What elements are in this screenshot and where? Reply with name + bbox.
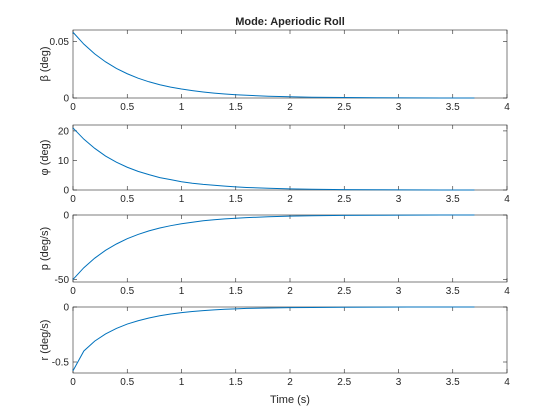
y-tick-label-r: -0.5 — [52, 358, 70, 369]
y-axis-label-r: r (deg/s) — [39, 320, 51, 361]
x-tick-label-p: 0 — [70, 286, 76, 297]
x-tick-label-p: 2.5 — [337, 286, 351, 297]
y-tick-label-phi: 0 — [63, 186, 69, 197]
series-line-p — [72, 214, 475, 280]
y-tick-label-beta: 0.05 — [50, 37, 70, 48]
x-tick-label-p: 3 — [396, 286, 402, 297]
x-tick-label-p: 4 — [504, 286, 510, 297]
y-tick-label-phi: 20 — [58, 126, 70, 137]
subplot-r: 0 0.5 1 1.5 2 2.5 3 3.5 4-0.50r (deg/s) — [39, 303, 510, 389]
series-line-phi — [72, 127, 475, 191]
subplot-stack: 0 0.5 1 1.5 2 2.5 3 3.5 4 0 0.05β (deg) 0 0.5 1 1.5 2 2.… — [39, 29, 510, 389]
figure-title: Mode: Aperiodic Roll — [235, 16, 345, 28]
y-axis-label-p: p (deg/s) — [39, 227, 51, 270]
x-tick-label-beta: 2.5 — [337, 102, 351, 113]
axes-box-r — [72, 306, 508, 374]
y-axis-label-phi: φ (deg) — [39, 140, 51, 176]
x-tick-label-phi: 2.5 — [337, 194, 351, 205]
axes-box-beta — [72, 29, 508, 99]
x-tick-label-p: 2 — [287, 286, 293, 297]
x-tick-label-p: 1.5 — [229, 286, 243, 297]
x-tick-label-beta: 0.5 — [120, 102, 134, 113]
x-tick-label-r: 1 — [179, 377, 185, 388]
x-tick-label-r: 4 — [504, 377, 510, 388]
x-tick-label-phi: 2 — [287, 194, 293, 205]
series-line-beta — [72, 31, 475, 99]
x-tick-label-phi: 3.5 — [446, 194, 460, 205]
x-tick-label-beta: 0 — [70, 102, 76, 113]
x-tick-label-p: 1 — [179, 286, 185, 297]
x-tick-label-phi: 4 — [504, 194, 510, 205]
x-tick-label-r: 0 — [70, 377, 76, 388]
y-tick-label-r: 0 — [63, 303, 69, 314]
x-tick-label-r: 2.5 — [337, 377, 351, 388]
x-tick-label-p: 0.5 — [120, 286, 134, 297]
x-tick-label-beta: 3.5 — [446, 102, 460, 113]
y-tick-label-phi: 10 — [58, 156, 70, 167]
x-tick-label-beta: 1 — [179, 102, 185, 113]
series-line-r — [72, 306, 475, 372]
y-axis-label-beta: β (deg) — [39, 46, 51, 81]
x-tick-label-r: 3.5 — [446, 377, 460, 388]
x-tick-label-beta: 1.5 — [229, 102, 243, 113]
subplot-phi: 0 0.5 1 1.5 2 2.5 3 3.5 4 0 10 20 φ (deg) — [39, 124, 510, 205]
x-tick-label-r: 3 — [396, 377, 402, 388]
y-tick-label-p: 0 — [63, 211, 69, 222]
x-tick-label-beta: 3 — [396, 102, 402, 113]
x-tick-label-p: 3.5 — [446, 286, 460, 297]
y-tick-label-beta: 0 — [63, 94, 69, 105]
subplot-beta: 0 0.5 1 1.5 2 2.5 3 3.5 4 0 0.05β (deg) — [39, 29, 510, 113]
x-tick-label-r: 1.5 — [229, 377, 243, 388]
x-tick-label-phi: 1.5 — [229, 194, 243, 205]
x-tick-label-beta: 2 — [287, 102, 293, 113]
x-tick-label-phi: 0.5 — [120, 194, 134, 205]
x-tick-label-r: 0.5 — [120, 377, 134, 388]
x-tick-label-phi: 0 — [70, 194, 76, 205]
axes-box-p — [72, 214, 508, 283]
x-tick-label-phi: 1 — [179, 194, 185, 205]
x-tick-label-phi: 3 — [396, 194, 402, 205]
y-tick-label-p: -50 — [55, 275, 70, 286]
axes-box-phi — [72, 124, 508, 191]
x-tick-label-beta: 4 — [504, 102, 510, 113]
x-tick-label-r: 2 — [287, 377, 293, 388]
x-axis-label: Time (s) — [270, 394, 310, 406]
